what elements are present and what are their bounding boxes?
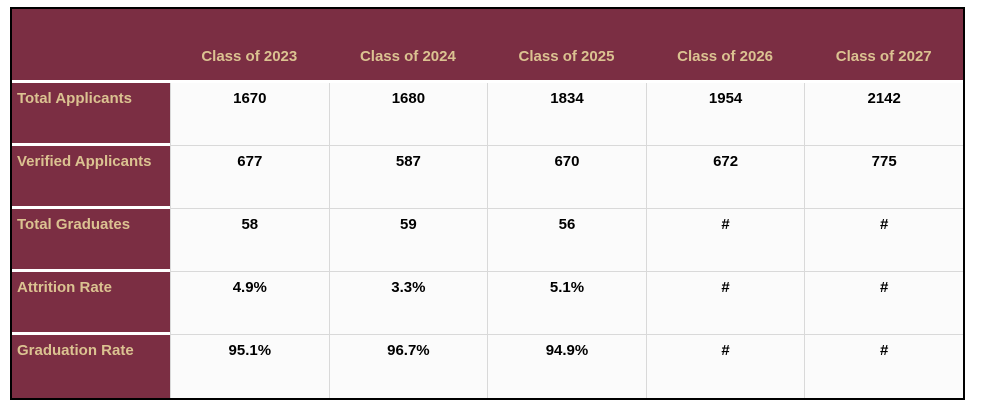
table-cell: 4.9% <box>170 272 329 335</box>
row-header-total-graduates: Total Graduates <box>12 209 170 272</box>
table-cell: # <box>645 335 805 398</box>
table-cell: 587 <box>328 146 488 209</box>
table-cell: # <box>804 272 963 335</box>
table-cell: # <box>645 209 805 272</box>
table-row-total-applicants: Total Applicants 1670 1680 1834 1954 214… <box>12 83 963 146</box>
row-header-attrition-rate: Attrition Rate <box>12 272 170 335</box>
table-cell: 95.1% <box>170 335 329 398</box>
table-cell: 56 <box>487 209 646 272</box>
table-cell: # <box>804 209 963 272</box>
table-row-verified-applicants: Verified Applicants 677 587 670 672 775 <box>12 146 963 209</box>
table-cell: 59 <box>328 209 488 272</box>
table-cell: # <box>645 272 805 335</box>
table-cell: 2142 <box>804 83 963 146</box>
table-row-graduation-rate: Graduation Rate 95.1% 96.7% 94.9% # # <box>12 335 963 398</box>
row-header-total-applicants: Total Applicants <box>12 83 170 146</box>
table-cell: 3.3% <box>328 272 488 335</box>
table-cell: 672 <box>645 146 805 209</box>
table-row-total-graduates: Total Graduates 58 59 56 # # <box>12 209 963 272</box>
header-row: Class of 2023 Class of 2024 Class of 202… <box>12 9 963 83</box>
table-cell: 1680 <box>328 83 488 146</box>
admissions-stats-table: Class of 2023 Class of 2024 Class of 202… <box>10 7 965 400</box>
table-cell: 677 <box>170 146 329 209</box>
column-header-class-of-2024: Class of 2024 <box>328 9 488 83</box>
column-header-class-of-2027: Class of 2027 <box>804 9 963 83</box>
table-cell: 96.7% <box>328 335 488 398</box>
column-header-class-of-2025: Class of 2025 <box>487 9 646 83</box>
table-cell: 775 <box>804 146 963 209</box>
table-cell: 58 <box>170 209 329 272</box>
row-header-verified-applicants: Verified Applicants <box>12 146 170 209</box>
table-cell: 1954 <box>645 83 805 146</box>
column-header-class-of-2023: Class of 2023 <box>170 9 329 83</box>
table-cell: 670 <box>487 146 646 209</box>
table-cell: 94.9% <box>487 335 646 398</box>
table-cell: 1670 <box>170 83 329 146</box>
table-cell: # <box>804 335 963 398</box>
corner-cell <box>12 9 170 83</box>
column-header-class-of-2026: Class of 2026 <box>645 9 805 83</box>
table-cell: 5.1% <box>487 272 646 335</box>
table-row-attrition-rate: Attrition Rate 4.9% 3.3% 5.1% # # <box>12 272 963 335</box>
table-cell: 1834 <box>487 83 646 146</box>
row-header-graduation-rate: Graduation Rate <box>12 335 170 398</box>
